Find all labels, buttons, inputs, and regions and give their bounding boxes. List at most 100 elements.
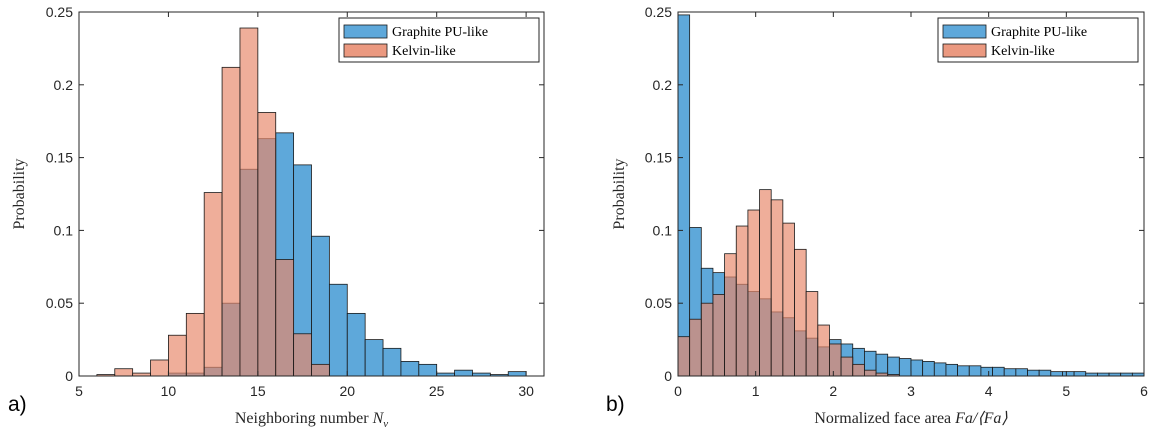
legend-swatch-kelvin	[942, 43, 987, 58]
bar-kelvin	[168, 334, 187, 377]
bar-kelvin	[782, 222, 795, 377]
y-tick-label: 0.15	[645, 150, 672, 166]
bar-kelvin	[735, 225, 749, 377]
bar-kelvin	[150, 359, 169, 377]
bar-kelvin	[840, 356, 854, 377]
x-tick-label: 6	[1140, 383, 1148, 399]
bar-graphite	[933, 362, 947, 377]
y-tick-label: 0.05	[645, 295, 672, 311]
bar-kelvin	[677, 336, 691, 377]
y-axis-title: Probability	[11, 158, 28, 229]
bar-graphite	[382, 347, 402, 377]
x-tick-label: 10	[161, 383, 177, 399]
bar-graphite	[1015, 368, 1028, 377]
bar-graphite	[400, 361, 420, 377]
bar-kelvin	[759, 189, 772, 377]
x-tick-label: 5	[75, 383, 83, 399]
legend: Graphite PU-like Kelvin-like	[338, 17, 540, 63]
bar-graphite	[418, 363, 438, 377]
bar-graphite	[910, 359, 924, 377]
x-tick-label: 20	[339, 383, 355, 399]
bar-kelvin	[293, 333, 312, 377]
bar-kelvin	[114, 368, 134, 377]
x-tick-label: 25	[429, 383, 445, 399]
bar-kelvin	[770, 199, 784, 377]
x-tick-label: 3	[907, 383, 915, 399]
legend-label-kelvin: Kelvin-like	[392, 44, 456, 59]
bar-graphite	[346, 312, 366, 377]
x-tick-label: 30	[518, 383, 534, 399]
bar-kelvin	[221, 66, 241, 377]
bar-graphite	[311, 235, 330, 377]
x-tick-label: 2	[829, 383, 837, 399]
bar-graphite	[1073, 371, 1087, 377]
bar-kelvin	[724, 253, 737, 377]
x-tick-label: 5	[1062, 383, 1070, 399]
y-tick-label: 0.15	[46, 150, 73, 166]
bar-kelvin	[203, 192, 223, 377]
bar-graphite	[1027, 369, 1040, 377]
y-tick-label: 0.25	[46, 4, 73, 20]
bar-graphite	[957, 365, 970, 377]
bar-kelvin	[275, 259, 295, 377]
axes-box	[78, 11, 545, 377]
y-tick-label: 0.25	[645, 4, 672, 20]
bar-graphite	[922, 361, 935, 377]
x-axis-title: Normalized face area Fa/⟨Fa⟩	[814, 410, 1008, 427]
bar-kelvin	[852, 363, 865, 377]
y-tick-label: 0	[65, 368, 73, 384]
bar-kelvin	[700, 302, 714, 377]
bar-graphite	[677, 14, 691, 377]
bar-graphite	[1003, 368, 1017, 377]
bar-kelvin	[185, 312, 205, 377]
bar-kelvin	[689, 318, 702, 377]
legend-label-graphite: Graphite PU-like	[991, 25, 1087, 40]
bar-graphite	[945, 363, 959, 377]
y-tick-label: 0.2	[653, 77, 673, 93]
y-tick-label: 0	[664, 368, 672, 384]
bar-graphite	[992, 366, 1005, 377]
bar-kelvin	[311, 363, 330, 377]
y-tick-label: 0.1	[653, 222, 673, 238]
bar-kelvin	[817, 324, 830, 377]
bar-kelvin	[747, 209, 760, 377]
legend-swatch-graphite	[942, 24, 987, 39]
legend-swatch-graphite	[343, 24, 388, 39]
x-tick-label: 4	[985, 383, 993, 399]
panel-b: 0 1 2 3 4 5 6 0 0.05 0.1 0.15 0.2 0.25 Probability Nor…	[606, 4, 1148, 427]
bar-kelvin	[864, 369, 877, 377]
y-tick-label: 0.1	[54, 222, 74, 238]
legend-swatch-kelvin	[343, 43, 388, 58]
x-tick-label: 0	[674, 383, 682, 399]
panel-label: b)	[606, 393, 625, 416]
bar-graphite	[1038, 369, 1052, 377]
y-axis-title: Probability	[611, 158, 628, 229]
legend-label-graphite: Graphite PU-like	[392, 25, 488, 40]
bar-kelvin	[829, 343, 842, 377]
panel-a: 5 10 15 20 25 30 0 0.05 0.1 0.15 0.2 0.25 Probabilit…	[8, 4, 545, 430]
series-kelvin	[677, 189, 900, 377]
y-tick-label: 0.05	[46, 295, 73, 311]
bar-kelvin	[257, 112, 277, 377]
x-axis-title: Neighboring number Nv	[235, 410, 388, 430]
bar-kelvin	[794, 248, 807, 377]
y-tick-label: 0.2	[54, 77, 74, 93]
bar-graphite	[887, 356, 900, 377]
bar-kelvin	[805, 291, 819, 377]
bar-kelvin	[712, 294, 726, 377]
bar-kelvin	[239, 27, 259, 377]
bar-graphite	[898, 358, 912, 377]
x-tick-label: 1	[752, 383, 760, 399]
bar-graphite	[968, 365, 982, 377]
bar-graphite	[980, 366, 993, 377]
bar-graphite	[507, 371, 527, 377]
x-tick-label: 15	[250, 383, 266, 399]
series-kelvin	[96, 27, 330, 377]
bar-graphite	[328, 283, 348, 377]
bar-graphite	[364, 339, 384, 377]
bar-graphite	[454, 369, 473, 377]
panel-label: a)	[8, 393, 27, 416]
bar-graphite	[1050, 371, 1063, 377]
legend-label-kelvin: Kelvin-like	[991, 44, 1055, 59]
